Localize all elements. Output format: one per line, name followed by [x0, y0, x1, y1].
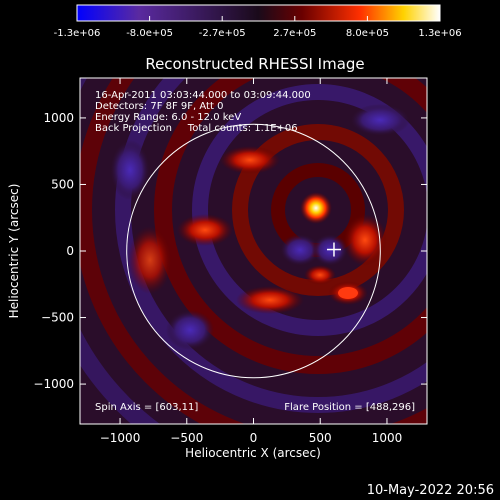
- x-axis-ticks: −1000 −500 0 500 1000: [100, 78, 402, 445]
- solar-limb-circle: [126, 123, 381, 379]
- annotation-time-range: 16-Apr-2011 03:03:44.000 to 03:09:44.000: [95, 90, 311, 101]
- colorbar-tick-label: -8.0e+05: [126, 28, 173, 39]
- colorbar-tick-label: 8.0e+05: [346, 28, 389, 39]
- colorbar-ticks: [76, 16, 441, 21]
- colorbar-tick-label: -1.3e+06: [54, 28, 101, 39]
- colorbar-labels: -1.3e+06 -8.0e+05 -2.7e+05 2.7e+05 8.0e+05 1.…: [54, 28, 462, 39]
- y-tick-label: −500: [41, 311, 74, 325]
- y-axis-ticks: −1000 −500 0 500 1000: [33, 111, 427, 391]
- annotation-flare-position: Flare Position = [488,296]: [284, 402, 415, 413]
- x-axis-label: Heliocentric X (arcsec): [185, 446, 321, 460]
- y-axis-label: Heliocentric Y (arcsec): [7, 184, 21, 319]
- colorbar-tick-label: 1.3e+06: [418, 28, 461, 39]
- footer-date: 10-May-2022 20:56: [367, 483, 494, 498]
- annotation-spin-axis: Spin Axis = [603,11]: [95, 402, 198, 413]
- heatmap-image: [80, 78, 427, 424]
- colorbar-tick-label: 2.7e+05: [273, 28, 316, 39]
- annotation-detectors: Detectors: 7F 8F 9F, Att 0: [95, 101, 223, 112]
- colorbar-tick-label: -2.7e+05: [199, 28, 246, 39]
- x-tick-label: −1000: [100, 431, 141, 445]
- y-tick-label: 1000: [43, 111, 74, 125]
- x-tick-label: 0: [250, 431, 258, 445]
- colorbar: [76, 4, 441, 22]
- y-tick-label: 500: [51, 177, 74, 191]
- annotation-method-counts: Back Projection Total counts: 1.1E+06: [95, 123, 298, 134]
- spin-axis-marker: [326, 242, 341, 257]
- x-tick-label: 1000: [372, 431, 403, 445]
- y-tick-label: 0: [66, 244, 74, 258]
- x-tick-label: 500: [309, 431, 332, 445]
- plot-title: Reconstructed RHESSI Image: [145, 55, 364, 73]
- y-tick-label: −1000: [33, 377, 74, 391]
- x-tick-label: −500: [170, 431, 203, 445]
- annotation-energy-range: Energy Range: 6.0 - 12.0 keV: [95, 112, 241, 123]
